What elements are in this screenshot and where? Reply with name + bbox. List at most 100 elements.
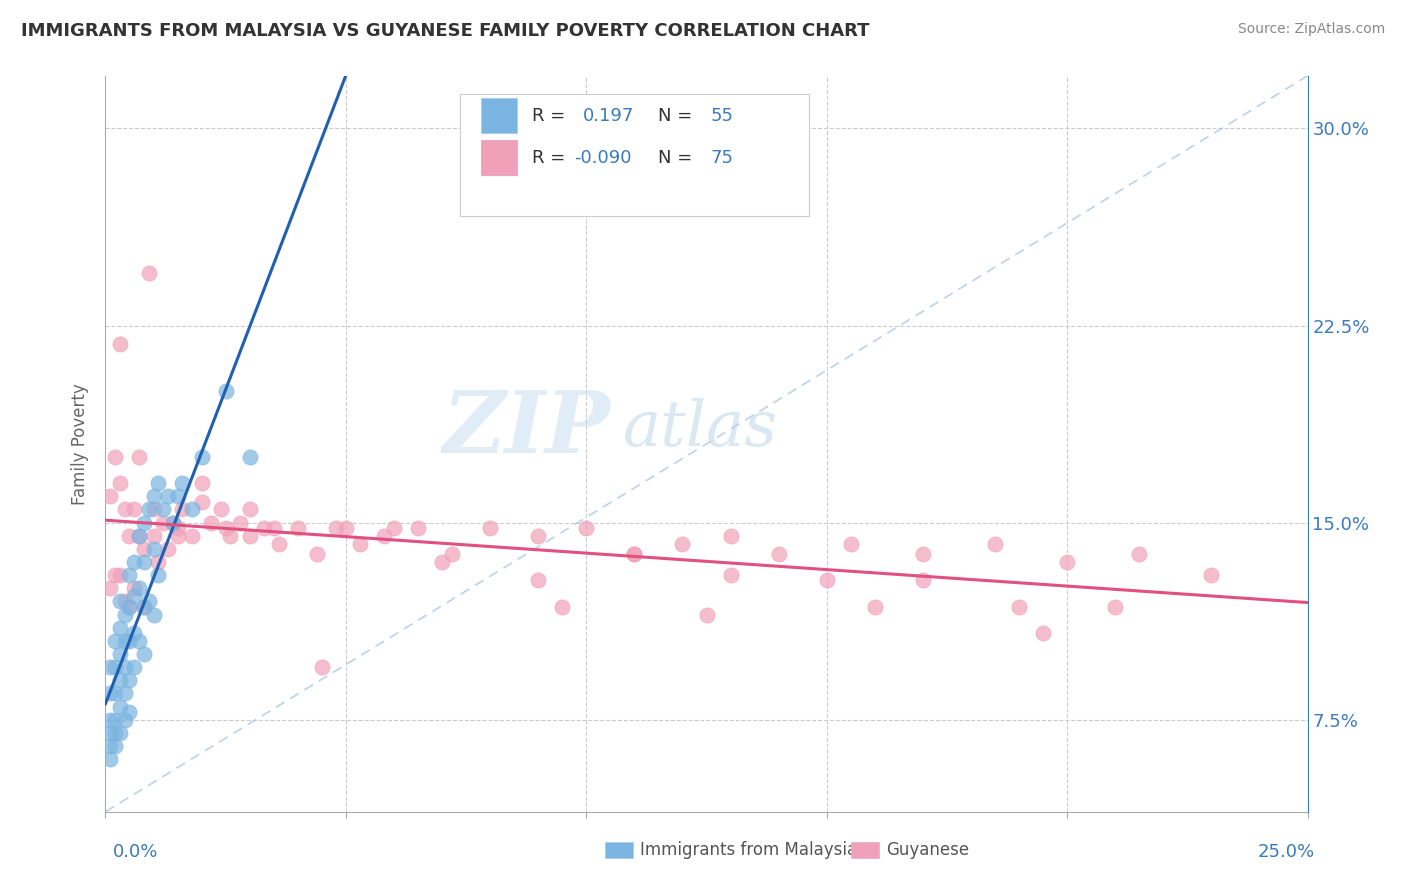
Text: 0.0%: 0.0% [112, 843, 157, 861]
Text: Immigrants from Malaysia: Immigrants from Malaysia [640, 841, 856, 859]
Point [214, 521, 236, 535]
Point [671, 536, 693, 550]
Point [104, 686, 127, 700]
Point [1104, 599, 1126, 614]
Point [214, 384, 236, 399]
Point [181, 502, 204, 516]
Text: R =: R = [533, 148, 571, 167]
Point [148, 476, 170, 491]
Point [104, 726, 127, 740]
Text: 25.0%: 25.0% [1257, 843, 1315, 861]
Point [287, 521, 309, 535]
Point [1128, 547, 1150, 561]
Point [118, 529, 141, 543]
Point [108, 726, 131, 740]
Point [114, 607, 136, 622]
Point [911, 547, 934, 561]
Point [142, 541, 165, 556]
Point [209, 502, 232, 516]
Point [108, 476, 131, 491]
Point [124, 502, 146, 516]
Point [239, 529, 262, 543]
Point [406, 521, 429, 535]
Text: N =: N = [658, 148, 693, 167]
Point [114, 713, 136, 727]
Point [152, 516, 174, 530]
Point [148, 555, 170, 569]
Point [104, 739, 127, 753]
Point [104, 633, 127, 648]
Point [108, 699, 131, 714]
Point [124, 660, 146, 674]
Point [132, 599, 155, 614]
Point [124, 555, 146, 569]
Point [104, 660, 127, 674]
Point [138, 594, 160, 608]
Point [263, 521, 285, 535]
Point [911, 574, 934, 588]
Point [720, 529, 742, 543]
Point [1056, 555, 1078, 569]
Bar [481, 98, 516, 133]
Point [181, 529, 204, 543]
Text: -0.090: -0.090 [574, 148, 631, 167]
Point [124, 589, 146, 603]
Point [98, 489, 121, 503]
Point [128, 633, 150, 648]
Point [118, 568, 141, 582]
Point [162, 516, 184, 530]
Text: IMMIGRANTS FROM MALAYSIA VS GUYANESE FAMILY POVERTY CORRELATION CHART: IMMIGRANTS FROM MALAYSIA VS GUYANESE FAM… [21, 22, 869, 40]
Point [138, 502, 160, 516]
Point [142, 529, 165, 543]
Point [98, 752, 121, 766]
Point [128, 529, 150, 543]
Point [575, 521, 598, 535]
Point [98, 726, 121, 740]
Point [172, 476, 194, 491]
Point [623, 547, 645, 561]
Text: Source: ZipAtlas.com: Source: ZipAtlas.com [1237, 22, 1385, 37]
Point [551, 599, 574, 614]
Point [118, 673, 141, 688]
Point [114, 686, 136, 700]
Point [128, 582, 150, 596]
Y-axis label: Family Poverty: Family Poverty [72, 383, 90, 505]
Point [156, 489, 179, 503]
Point [219, 529, 242, 543]
Point [527, 574, 550, 588]
Point [623, 547, 645, 561]
Point [720, 568, 742, 582]
Point [104, 568, 127, 582]
Point [190, 450, 212, 464]
Point [114, 633, 136, 648]
Point [863, 599, 886, 614]
Point [239, 450, 262, 464]
Point [142, 607, 165, 622]
Point [229, 516, 252, 530]
Point [162, 516, 184, 530]
Point [239, 502, 262, 516]
Point [253, 521, 276, 535]
Point [124, 582, 146, 596]
FancyBboxPatch shape [460, 95, 808, 216]
Point [1032, 626, 1054, 640]
Point [108, 594, 131, 608]
Point [440, 547, 463, 561]
Point [142, 489, 165, 503]
Text: Guyanese: Guyanese [886, 841, 969, 859]
Point [479, 521, 502, 535]
Point [815, 574, 838, 588]
Point [190, 494, 212, 508]
Point [104, 713, 127, 727]
Text: R =: R = [533, 106, 571, 125]
Point [114, 594, 136, 608]
Point [148, 568, 170, 582]
Point [98, 660, 121, 674]
Point [108, 647, 131, 661]
Point [108, 621, 131, 635]
Point [190, 476, 212, 491]
Point [325, 521, 347, 535]
Point [118, 599, 141, 614]
Text: N =: N = [658, 106, 693, 125]
Point [132, 599, 155, 614]
